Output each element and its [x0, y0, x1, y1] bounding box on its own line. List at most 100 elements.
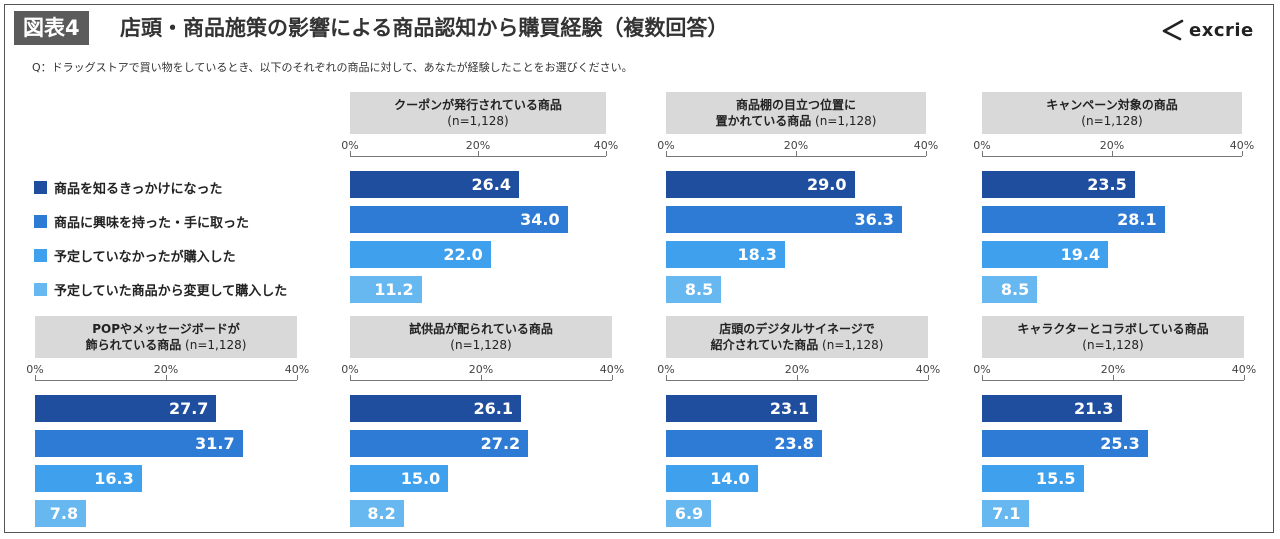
axis-line — [666, 380, 928, 381]
axis-line — [982, 380, 1244, 381]
chart-title: キャラクターとコラボしている商品 (n=1,128) — [982, 316, 1244, 358]
sample-size: (n=1,128) — [1082, 338, 1144, 352]
bar: 19.4 — [982, 241, 1109, 268]
chart-title-line: 商品棚の目立つ位置に — [735, 98, 856, 112]
bar: 15.0 — [350, 465, 449, 492]
axis-tick — [612, 375, 613, 380]
axis-tick-label: 40% — [915, 363, 941, 376]
axis-tick-label: 20% — [468, 363, 494, 376]
bar: 7.1 — [982, 500, 1029, 527]
legend-swatch — [34, 248, 47, 262]
bar: 27.2 — [350, 430, 529, 457]
axis-tick — [666, 375, 667, 380]
bar-value-label: 15.5 — [1036, 469, 1076, 488]
bar-value-label: 8.2 — [367, 504, 396, 523]
bar-value-label: 23.5 — [1087, 175, 1127, 194]
chart-title: キャンペーン対象の商品 (n=1,128) — [982, 92, 1242, 134]
legend-item: 商品に興味を持った・手に取った — [34, 204, 354, 238]
axis-tick — [481, 375, 482, 380]
bar-value-label: 26.4 — [471, 175, 511, 194]
bar: 8.2 — [350, 500, 404, 527]
axis-tick — [1244, 375, 1245, 380]
axis-tick-label: 20% — [784, 363, 810, 376]
axis-tick — [796, 151, 797, 156]
bar: 29.0 — [666, 171, 855, 198]
bar: 14.0 — [666, 465, 758, 492]
bar-value-label: 16.3 — [94, 469, 134, 488]
axis-tick-label: 40% — [913, 139, 939, 152]
axis-tick-label: 0% — [657, 139, 675, 152]
legend-item: 商品を知るきっかけになった — [34, 170, 354, 204]
legend-item: 予定していた商品から変更して購入した — [34, 272, 354, 306]
chart-title-line: POPやメッセージボードが — [92, 322, 240, 336]
chart-title-line: 試供品が配られている商品 — [409, 322, 553, 336]
bar: 26.4 — [350, 171, 519, 198]
bar-value-label: 23.1 — [769, 399, 810, 418]
legend-label: 商品を知るきっかけになった — [54, 181, 223, 197]
bar-value-label: 7.8 — [49, 504, 79, 523]
bar-value-label: 31.7 — [195, 434, 235, 453]
bar: 25.3 — [982, 430, 1148, 457]
logo-text: excrie — [1189, 19, 1254, 41]
axis-tick-label: 40% — [599, 363, 625, 376]
axis-tick — [350, 151, 351, 156]
sample-size: (n=1,128) — [181, 338, 247, 352]
axis-tick-label: 40% — [1231, 363, 1257, 376]
axis-tick-label: 20% — [1099, 139, 1125, 152]
legend-label: 予定していなかったが購入した — [54, 249, 236, 265]
bar-value-label: 34.0 — [520, 210, 560, 229]
figure-title: 店頭・商品施策の影響による商品認知から購買経験（複数回答） — [120, 16, 729, 40]
chart-title: クーポンが発行されている商品 (n=1,128) — [350, 92, 606, 134]
chart-title-line: キャンペーン対象の商品 — [1046, 98, 1178, 112]
bar: 18.3 — [666, 241, 785, 268]
sample-size: (n=1,128) — [818, 338, 884, 352]
bar-value-label: 26.1 — [473, 399, 513, 418]
sample-size: (n=1,128) — [811, 114, 877, 128]
bar-value-label: 8.5 — [684, 280, 714, 299]
bar: 31.7 — [35, 430, 243, 457]
axis-tick — [1242, 151, 1243, 156]
bar: 27.7 — [35, 395, 217, 422]
bar: 22.0 — [350, 241, 491, 268]
axis-tick-label: 0% — [973, 363, 991, 376]
legend-swatch — [34, 214, 47, 228]
bar-value-label: 27.7 — [168, 399, 209, 418]
axis-line — [35, 380, 297, 381]
axis-tick — [478, 151, 479, 156]
survey-question: Q：ドラッグストアで買い物をしているとき、以下のそれぞれの商品に対して、あなたが… — [32, 61, 633, 74]
axis-line — [982, 156, 1242, 157]
bar: 8.5 — [982, 276, 1038, 303]
axis-tick-label: 20% — [1100, 363, 1126, 376]
legend-swatch — [34, 180, 47, 194]
bar: 11.2 — [350, 276, 422, 303]
bar-value-label: 25.3 — [1100, 434, 1140, 453]
bar: 23.8 — [666, 430, 822, 457]
bar: 8.5 — [666, 276, 722, 303]
bar-value-label: 11.2 — [374, 280, 414, 299]
chart-title: POPやメッセージボードが 飾られている商品 (n=1,128) — [35, 316, 297, 358]
legend-label: 予定していた商品から変更して購入した — [54, 283, 288, 299]
chart-title-line: キャラクターとコラボしている商品 — [1017, 322, 1209, 336]
bar-value-label: 21.3 — [1074, 399, 1114, 418]
axis-tick — [350, 375, 351, 380]
brand-logo: excrie — [1158, 15, 1254, 45]
chart-title-line: 店頭のデジタルサイネージで — [719, 322, 875, 336]
chart-title-line: 置かれている商品 (n=1,128) — [715, 114, 877, 128]
bar: 26.1 — [350, 395, 521, 422]
axis-tick-label: 20% — [783, 139, 809, 152]
bar-value-label: 6.9 — [674, 504, 704, 523]
bar: 7.8 — [35, 500, 87, 527]
sample-size: (n=1,128) — [447, 114, 509, 128]
axis-tick — [166, 375, 167, 380]
sample-size: (n=1,128) — [450, 338, 512, 352]
axis-tick — [666, 151, 667, 156]
axis-tick-label: 0% — [341, 363, 359, 376]
axis-tick — [926, 151, 927, 156]
bar-value-label: 27.2 — [480, 434, 521, 453]
axis-tick-label: 0% — [973, 139, 991, 152]
axis-tick — [982, 375, 983, 380]
axis-tick — [928, 375, 929, 380]
axis-tick — [606, 151, 607, 156]
sample-size: (n=1,128) — [1081, 114, 1143, 128]
legend: 商品を知るきっかけになった 商品に興味を持った・手に取った 予定していなかったが… — [34, 170, 354, 306]
